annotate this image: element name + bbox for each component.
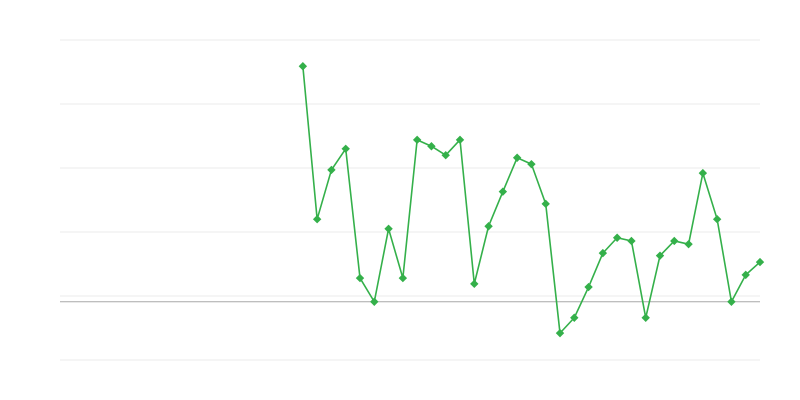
data-point xyxy=(584,282,593,292)
data-point xyxy=(712,215,722,224)
data-point xyxy=(755,257,765,267)
data-point xyxy=(484,222,493,231)
data-point xyxy=(741,270,750,280)
data-point xyxy=(441,151,450,160)
data-point xyxy=(527,159,536,169)
data-point xyxy=(698,168,708,178)
data-point xyxy=(341,144,350,153)
data-point xyxy=(498,187,508,196)
data-point xyxy=(298,62,308,71)
data-point xyxy=(427,142,436,151)
data-point xyxy=(641,313,650,322)
data-point xyxy=(512,153,522,162)
data-point xyxy=(455,135,465,145)
series-markers xyxy=(298,62,765,338)
data-point xyxy=(412,135,422,145)
data-point xyxy=(398,273,408,283)
data-point xyxy=(727,297,736,306)
data-point xyxy=(570,313,579,322)
data-point xyxy=(541,199,550,209)
series-path xyxy=(302,66,761,334)
series-line xyxy=(302,66,761,334)
data-point xyxy=(327,165,336,175)
data-point xyxy=(355,273,365,283)
data-point xyxy=(670,236,679,246)
data-point xyxy=(312,215,322,224)
data-point xyxy=(684,239,693,249)
data-point xyxy=(655,251,665,260)
data-point xyxy=(370,297,379,306)
data-point xyxy=(555,328,565,338)
data-point xyxy=(384,224,393,233)
gridlines xyxy=(60,39,760,361)
data-point xyxy=(627,236,636,246)
data-point xyxy=(470,279,479,289)
data-point xyxy=(612,233,622,242)
data-point xyxy=(598,248,608,258)
